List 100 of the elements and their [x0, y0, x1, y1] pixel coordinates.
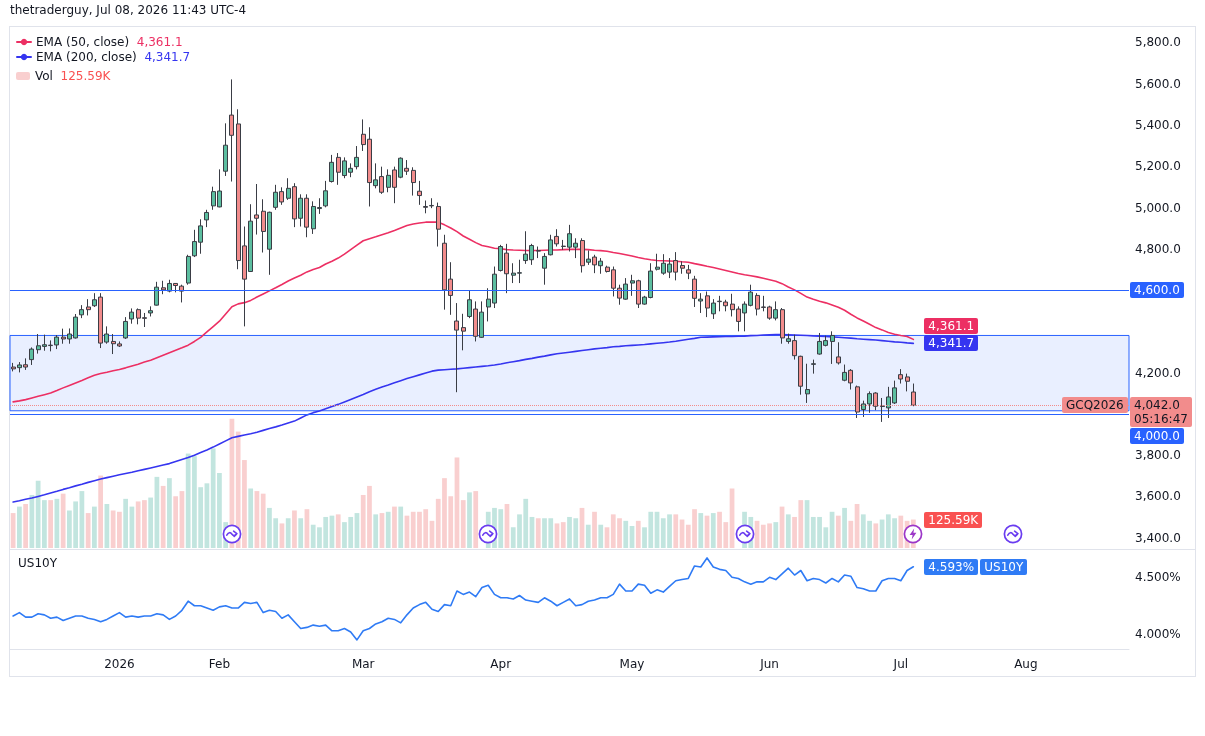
bar — [392, 506, 397, 548]
y-tick-label: 5,400.0 — [1135, 117, 1181, 132]
candlestick — [836, 341, 841, 366]
bar — [460, 500, 466, 548]
candlestick — [123, 316, 128, 340]
y-tick-label: 5,600.0 — [1135, 76, 1181, 91]
bar — [23, 504, 28, 548]
candlestick — [86, 298, 91, 316]
candlestick — [436, 202, 441, 248]
candlestick — [154, 281, 159, 307]
bar — [635, 520, 641, 548]
candlestick — [830, 330, 835, 365]
bar — [623, 520, 629, 548]
bar — [698, 513, 704, 548]
candlestick — [680, 260, 685, 275]
bar — [398, 506, 404, 548]
ref-line-label: 4,600.0 — [1130, 282, 1184, 299]
y-tick-label: 3,400.0 — [1135, 530, 1181, 545]
ref-line-label: 4,000.0 — [1130, 428, 1184, 445]
bar — [560, 522, 566, 548]
bar — [123, 498, 129, 548]
candlestick — [254, 183, 259, 236]
bar — [292, 510, 297, 548]
bar — [92, 506, 97, 548]
bar — [785, 514, 791, 548]
candlestick — [229, 78, 234, 183]
line-series — [12, 221, 915, 403]
data-label: 4,341.7 — [924, 335, 979, 352]
bar — [167, 478, 172, 548]
candlestick — [354, 145, 359, 170]
bar — [598, 524, 604, 548]
bar — [335, 514, 341, 548]
bar — [373, 514, 379, 548]
bar — [385, 511, 391, 548]
candlestick — [898, 368, 903, 385]
bar — [835, 515, 841, 548]
x-tick-label: Mar — [351, 657, 375, 671]
text: 4,341.7 — [144, 50, 191, 64]
bar — [148, 497, 154, 548]
x-tick-label: Aug — [1014, 657, 1038, 671]
bar — [710, 513, 716, 548]
candlestick — [29, 346, 34, 366]
annotation: GCQ2026 — [1062, 397, 1128, 414]
candlestick — [811, 359, 816, 375]
bar — [85, 513, 91, 548]
bar — [260, 493, 266, 548]
bar — [10, 513, 16, 548]
bar — [673, 514, 679, 548]
candlestick — [542, 252, 547, 286]
candlestick — [417, 180, 422, 206]
candlestick — [905, 373, 910, 392]
candlestick — [798, 355, 803, 396]
candlestick — [329, 154, 334, 184]
x-tick-label: Apr — [490, 657, 512, 671]
candlestick — [129, 307, 134, 325]
x-tick-label: Jun — [759, 657, 779, 671]
candlestick — [186, 254, 191, 286]
bar — [585, 524, 591, 548]
y-tick-label: 4,200.0 — [1135, 365, 1181, 380]
bar — [60, 493, 66, 548]
candlestick — [204, 209, 209, 228]
legend-label: Vol — [35, 69, 53, 83]
y-tick-label: 3,600.0 — [1135, 489, 1181, 504]
candlestick — [686, 264, 691, 280]
annotation: 125.59K — [924, 511, 983, 528]
x-tick-label: 2026 — [104, 657, 135, 671]
bar — [773, 522, 779, 548]
x-tick-label: Jul — [892, 657, 909, 671]
candlestick — [411, 166, 416, 197]
bar — [535, 518, 541, 548]
bar — [98, 475, 104, 548]
bar — [48, 500, 54, 548]
line-series — [12, 333, 915, 503]
x-tick-label: Feb — [208, 657, 231, 671]
ref-line-label: 4,042.0 05:16:47 — [1130, 397, 1192, 428]
candlestick — [223, 122, 228, 177]
bar — [160, 485, 166, 548]
text: 4,361.1 — [136, 35, 183, 49]
y-tick-label: 5,800.0 — [1135, 35, 1181, 50]
text: 125.59K — [60, 69, 111, 83]
bar — [467, 492, 472, 548]
candlestick — [536, 246, 541, 259]
bar — [842, 507, 847, 548]
bar — [473, 491, 479, 548]
candlestick — [454, 302, 459, 393]
legend-label: US10Y — [980, 558, 1028, 575]
candlestick — [461, 313, 466, 351]
candlestick — [323, 180, 328, 208]
y-tick-label: 4.000% — [1135, 627, 1181, 642]
x-tick-label: May — [619, 657, 645, 671]
bar — [298, 518, 304, 548]
bar — [592, 511, 597, 548]
candlestick — [805, 363, 810, 404]
candlestick — [148, 305, 153, 317]
line-series — [12, 557, 915, 641]
y-tick-label: 4.500% — [1135, 570, 1181, 585]
y-tick-label: 4,800.0 — [1135, 241, 1181, 256]
y-tick-label: 5,000.0 — [1135, 200, 1181, 215]
bar — [285, 518, 291, 548]
data-label: 4.593% — [924, 558, 979, 575]
